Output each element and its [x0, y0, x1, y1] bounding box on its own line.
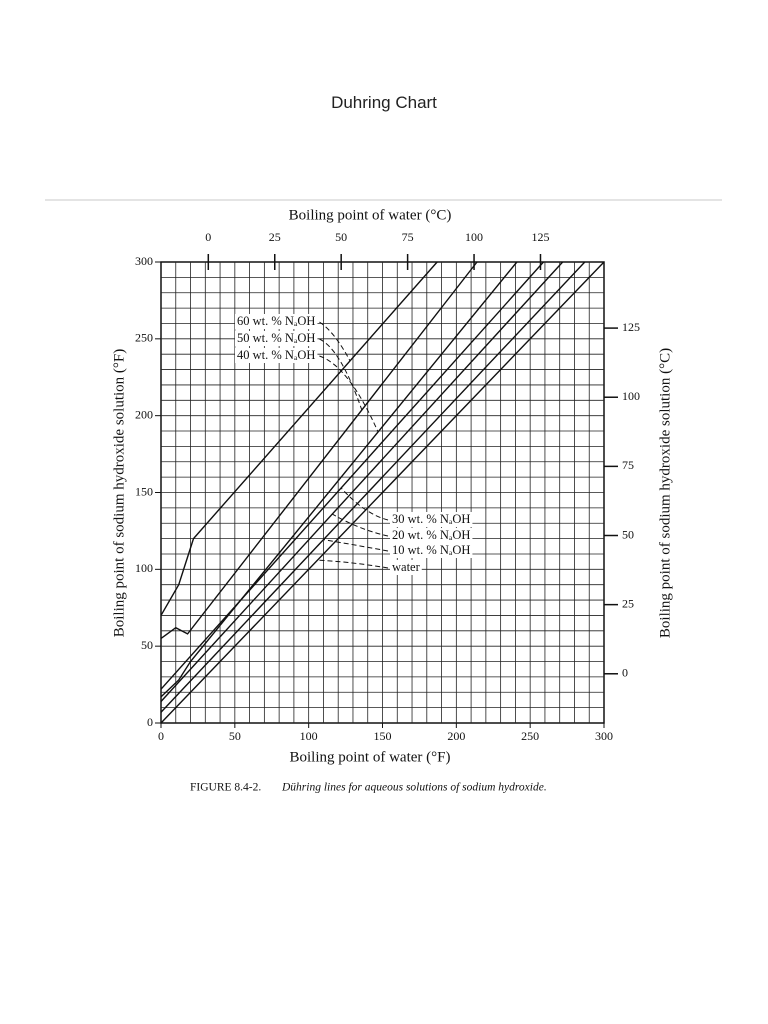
x2-tick-label: 75: [402, 230, 414, 244]
x2-tick-label: 0: [205, 230, 211, 244]
duhring-line: [160, 261, 564, 702]
series-label: 40 wt. % NₐOH: [237, 348, 315, 362]
y-tick-label: 50: [141, 638, 153, 652]
label-background: [390, 560, 422, 575]
y-tick-label: 300: [135, 254, 153, 268]
y2-axis-label: Boiling point of sodium hydroxide soluti…: [657, 348, 673, 638]
x-axis-label: Boiling point of water (°F): [290, 749, 451, 765]
y2-tick-label: 75: [622, 458, 634, 472]
caption-label: FIGURE 8.4-2.: [190, 782, 261, 794]
label-background: [390, 512, 473, 527]
series-label: 50 wt. % NₐOH: [237, 331, 315, 345]
series-label: 60 wt. % NₐOH: [237, 314, 315, 328]
y-tick-label: 150: [135, 484, 153, 498]
duhring-line: [160, 261, 586, 713]
duhring-line: [160, 261, 438, 616]
y-tick-label: 200: [135, 407, 153, 421]
x-tick-label: 250: [521, 729, 539, 743]
duhring-line: [160, 261, 518, 698]
y-tick-label: 100: [135, 561, 153, 575]
y2-tick-label: 25: [622, 596, 634, 610]
label-background: [235, 348, 318, 363]
caption-text: Dühring lines for aqueous solutions of s…: [281, 782, 547, 794]
y2-tick-label: 125: [622, 320, 640, 334]
x-tick-label: 0: [158, 729, 164, 743]
y-tick-label: 250: [135, 331, 153, 345]
y2-tick-label: 50: [622, 527, 634, 541]
x-tick-label: 200: [447, 729, 465, 743]
series-label: 10 wt. % NₐOH: [392, 543, 470, 557]
label-background: [390, 543, 473, 558]
label-background: [235, 314, 318, 329]
y-tick-label: 0: [147, 715, 153, 729]
x2-axis-label: Boiling point of water (°C): [289, 207, 452, 223]
label-leader: [340, 487, 389, 521]
label-background: [235, 331, 318, 346]
x2-tick-label: 50: [335, 230, 347, 244]
series-label: 20 wt. % NₐOH: [392, 528, 470, 542]
x2-tick-label: 25: [269, 230, 281, 244]
x-tick-label: 100: [300, 729, 318, 743]
y2-tick-label: 100: [622, 389, 640, 403]
label-leader: [319, 355, 379, 433]
y-axis-label: Boiling point of sodium hydroxide soluti…: [111, 349, 127, 638]
x2-tick-label: 100: [465, 230, 483, 244]
x-tick-label: 300: [595, 729, 613, 743]
series-label: water: [392, 560, 421, 574]
label-background: [390, 528, 473, 543]
label-leader: [319, 338, 363, 411]
x2-tick-label: 125: [531, 230, 549, 244]
x-tick-label: 150: [374, 729, 392, 743]
duhring-line: [160, 261, 544, 690]
page-title: Duhring Chart: [331, 93, 437, 112]
y2-tick-label: 0: [622, 666, 628, 680]
duhring-line: [160, 261, 478, 640]
label-leader: [317, 559, 389, 569]
label-leader: [319, 321, 351, 362]
label-leader: [332, 513, 389, 537]
duhring-line: [160, 261, 605, 724]
series-label: 30 wt. % NₐOH: [392, 512, 470, 526]
x-tick-label: 50: [229, 729, 241, 743]
label-leader: [323, 539, 389, 552]
